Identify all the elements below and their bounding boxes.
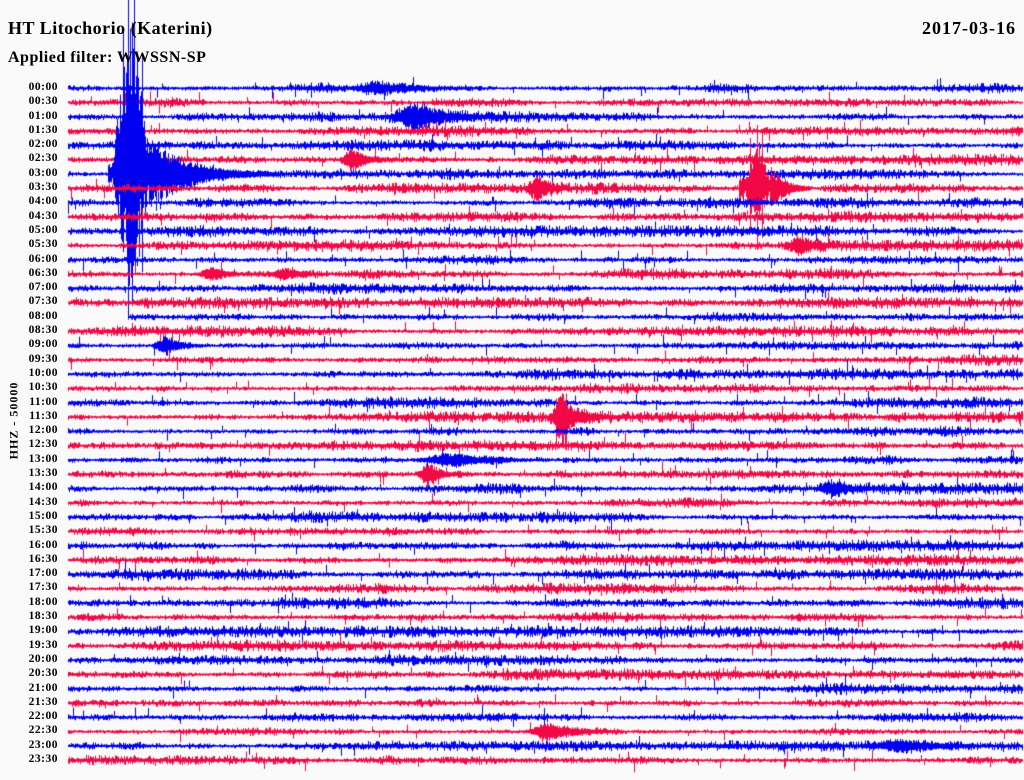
time-label: 16:30 [28,552,58,565]
time-label: 05:30 [28,238,58,251]
time-label: 10:30 [28,381,58,394]
time-label: 02:00 [28,138,58,151]
time-label: 07:30 [28,295,58,308]
time-label: 13:00 [28,452,58,465]
time-label: 04:00 [28,195,58,208]
time-label: 08:30 [28,324,58,337]
time-label: 21:00 [28,681,58,694]
time-label: 06:00 [28,252,58,265]
time-label: 07:00 [28,281,58,294]
time-label: 14:00 [28,481,58,494]
time-label: 01:30 [28,123,58,136]
time-label: 19:00 [28,624,58,637]
record-date: 2017-03-16 [922,18,1016,38]
time-label: 04:30 [28,209,58,222]
time-label: 11:30 [29,409,58,422]
time-label: 15:30 [28,524,58,537]
time-label: 23:30 [28,753,58,765]
time-label: 01:00 [28,109,58,122]
time-label: 03:00 [28,166,58,179]
time-label: 14:30 [28,495,58,508]
time-label: 22:30 [28,724,58,737]
time-label: 10:00 [28,366,58,379]
time-label: 03:30 [28,181,58,194]
time-label: 02:30 [28,152,58,165]
time-label: 08:00 [28,309,58,322]
time-label: 18:00 [28,595,58,608]
time-label: 16:00 [28,538,58,551]
time-label: 19:30 [28,638,58,651]
time-label: 23:00 [28,738,58,751]
station-title: HT Litochorio (Katerini) [8,18,213,38]
time-label: 05:00 [28,223,58,236]
time-label: 00:30 [28,95,58,108]
filter-label: Applied filter: WWSSN-SP [8,49,207,66]
time-label: 20:30 [28,667,58,680]
time-label: 22:00 [28,710,58,723]
time-label: 00:00 [28,81,58,93]
time-label: 21:30 [28,695,58,708]
time-label: 20:00 [28,652,58,665]
time-label: 12:00 [28,424,58,437]
time-label: 15:00 [28,509,58,522]
time-label: 11:00 [29,395,58,408]
time-label: 06:30 [28,266,58,279]
time-label: 17:30 [28,581,58,594]
time-label: 17:00 [28,567,58,580]
time-label: 12:30 [28,438,58,451]
time-label: 18:30 [28,610,58,623]
time-label: 09:00 [28,338,58,351]
time-label: 09:30 [28,352,58,365]
time-label: 13:30 [28,467,58,480]
